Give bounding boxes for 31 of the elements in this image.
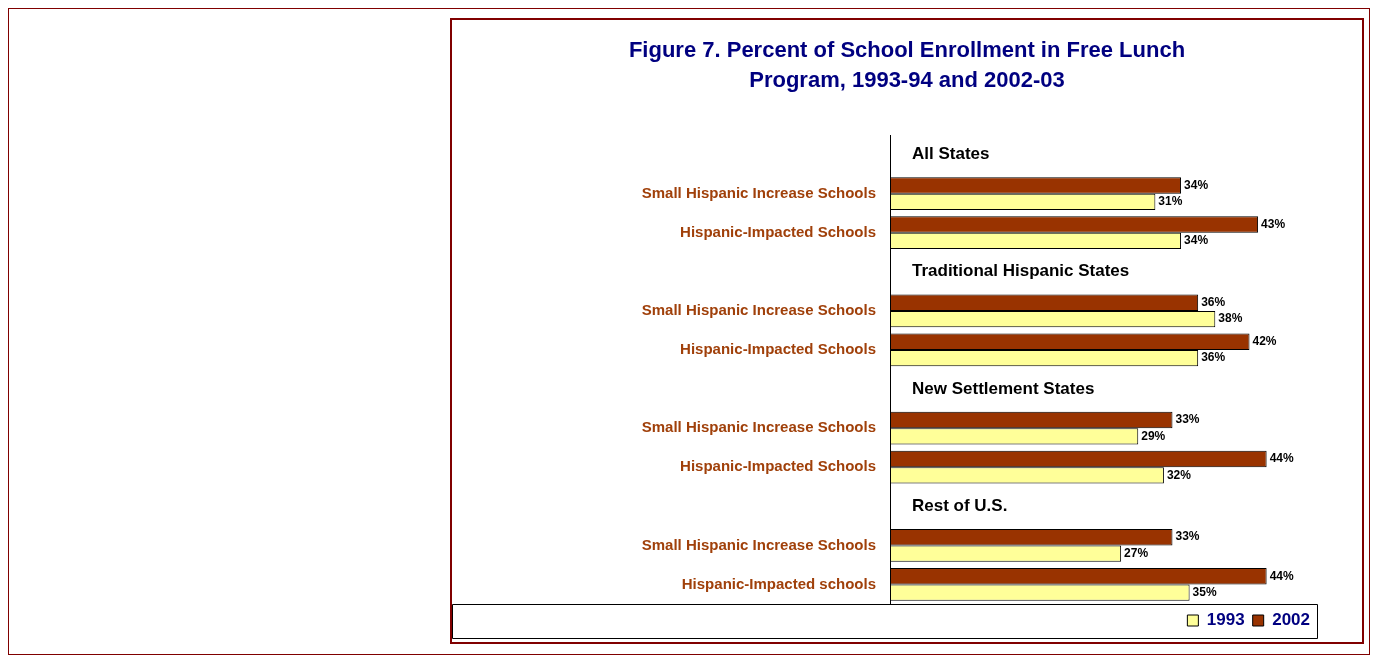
data-label: 34% <box>1184 233 1209 248</box>
data-label: 32% <box>1166 467 1192 482</box>
y-tick-label: Small Hispanic Increase Schools <box>641 301 876 319</box>
y-tick-label: Small Hispanic Increase Schools <box>641 183 876 201</box>
data-label: 29% <box>1141 428 1166 443</box>
data-label: 36% <box>1201 350 1226 365</box>
y-tick-label: Hispanic-Impacted Schools <box>680 340 876 358</box>
legend-label: 1993 <box>1206 610 1245 630</box>
y-tick-label: New Settlement States <box>912 378 1095 398</box>
data-label: 34% <box>1184 177 1209 192</box>
y-tick-label: Small Hispanic Increase Schools <box>641 418 876 436</box>
data-label: 44% <box>1269 568 1294 583</box>
y-tick-label: All States <box>912 144 990 164</box>
data-label: 43% <box>1261 216 1286 231</box>
chart-title: Figure 7. Percent of School Enrollment in Free Lunch Program, 1993-94 and 2002-03 <box>627 36 1187 94</box>
y-tick-label: Rest of U.S. <box>912 495 1008 515</box>
data-label: 27% <box>1124 545 1149 560</box>
data-label: 31% <box>1158 194 1183 209</box>
data-label: 44% <box>1269 451 1294 466</box>
legend-label: 2002 <box>1272 610 1311 630</box>
y-tick-label: Hispanic-Impacted Schools <box>680 457 876 475</box>
y-tick-label: Traditional Hispanic States <box>912 261 1130 281</box>
y-tick-label: Small Hispanic Increase Schools <box>641 535 876 553</box>
data-label: 35% <box>1192 584 1217 599</box>
data-label: 33% <box>1175 412 1200 427</box>
data-label: 36% <box>1201 294 1226 309</box>
y-tick-label: Hispanic-Impacted schools <box>681 574 876 592</box>
y-tick-label: Hispanic-Impacted Schools <box>680 222 876 240</box>
data-label: 33% <box>1175 529 1200 544</box>
data-label: 42% <box>1252 334 1277 349</box>
data-label: 38% <box>1218 311 1243 326</box>
